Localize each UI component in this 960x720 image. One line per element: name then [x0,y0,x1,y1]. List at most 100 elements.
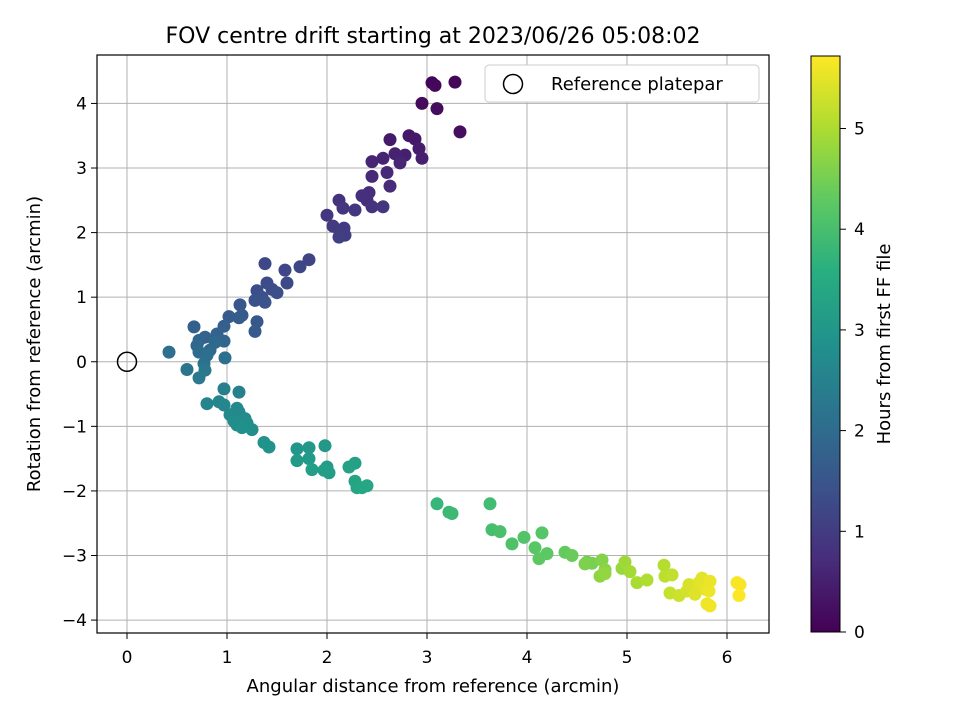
data-point [517,530,531,544]
y-tick-label: 1 [76,288,87,308]
y-tick-label: −3 [62,547,87,567]
colorbar-ticks: 0 1 2 3 4 5 [840,120,865,643]
y-tick-label: −2 [62,482,87,502]
legend-reference-marker [502,73,524,95]
data-point [453,125,467,139]
data-point [445,507,459,520]
legend-box [484,64,760,103]
data-point [365,200,379,214]
data-point [598,567,612,581]
data-point [192,371,206,385]
data-point [682,578,696,592]
data-point [270,286,284,300]
data-point [332,230,346,244]
data-point [302,441,316,455]
x-axis-ticks: 0 1 2 3 4 5 6 [122,633,733,668]
data-point [365,155,379,169]
data-point [232,385,246,399]
reference-marker-layer [116,351,138,373]
data-point [380,166,394,179]
chart-title: FOV centre drift starting at 2023/06/26 … [166,24,701,49]
data-points [162,75,747,613]
data-point [258,295,272,309]
data-point [365,169,379,183]
y-axis-ticks: −4 −3 −2 −1 0 1 2 3 4 [62,94,97,631]
data-point [532,552,546,566]
data-point [180,363,194,376]
x-tick-label: 3 [422,648,433,668]
data-point [293,260,307,274]
data-point [235,421,249,435]
data-point [448,75,462,89]
data-point [302,253,316,267]
colorbar: 0 1 2 3 4 5 Hours from first FF file [810,55,895,643]
data-point [640,573,654,587]
data-point [428,78,442,92]
data-point [415,151,429,165]
data-point [578,557,592,571]
data-point [278,263,292,277]
data-point [302,452,316,466]
data-point [200,397,214,411]
data-point [262,440,276,454]
data-point [248,293,262,307]
x-tick-label: 4 [522,648,533,668]
data-point [383,179,397,193]
data-point [336,201,350,215]
colorbar-tick-label: 3 [854,321,865,341]
colorbar-tick-label: 2 [854,422,865,442]
data-point [665,568,679,582]
reference-platepar-marker [116,351,138,373]
data-point [703,574,717,588]
data-point [393,156,407,170]
x-tick-label: 1 [222,648,233,668]
colorbar-tick-label: 4 [854,220,865,240]
colorbar-tick-label: 1 [854,522,865,542]
data-point [430,497,444,511]
y-tick-label: 0 [76,353,87,373]
y-tick-label: −4 [62,611,87,631]
data-point [535,526,549,540]
data-point [342,460,356,474]
data-point [483,497,497,511]
y-tick-label: 2 [76,224,87,244]
data-point [217,382,231,396]
data-point [248,324,262,338]
y-axis-label: Rotation from reference (arcmin) [24,196,45,492]
plot-frame [96,54,770,634]
data-point [320,208,334,222]
data-point [415,96,429,110]
data-point [250,315,264,329]
data-point [258,257,272,271]
x-tick-label: 5 [622,648,633,668]
data-point [187,320,201,334]
data-point [305,463,319,477]
y-tick-label: −1 [62,417,87,437]
data-point [232,311,246,325]
data-point [565,549,579,562]
data-point [623,565,637,579]
x-tick-label: 6 [722,648,733,668]
data-point [218,351,232,365]
data-point [222,310,236,324]
data-point [702,584,716,598]
data-point [703,599,717,613]
data-point [162,345,176,359]
data-point [348,203,362,217]
data-point [217,398,231,412]
data-point [318,439,332,453]
data-point [493,525,507,539]
data-point [317,463,331,477]
legend: Reference platepar [484,64,760,103]
data-point [376,151,390,165]
colorbar-tick-label: 0 [854,623,865,643]
colorbar-tick-label: 5 [854,120,865,140]
data-point [376,200,390,214]
colorbar-label: Hours from first FF file [874,244,895,445]
data-point [383,133,397,147]
y-tick-label: 3 [76,159,87,179]
data-point [630,576,644,590]
legend-entry-reference-platepar: Reference platepar [551,74,723,95]
data-point [245,423,259,437]
